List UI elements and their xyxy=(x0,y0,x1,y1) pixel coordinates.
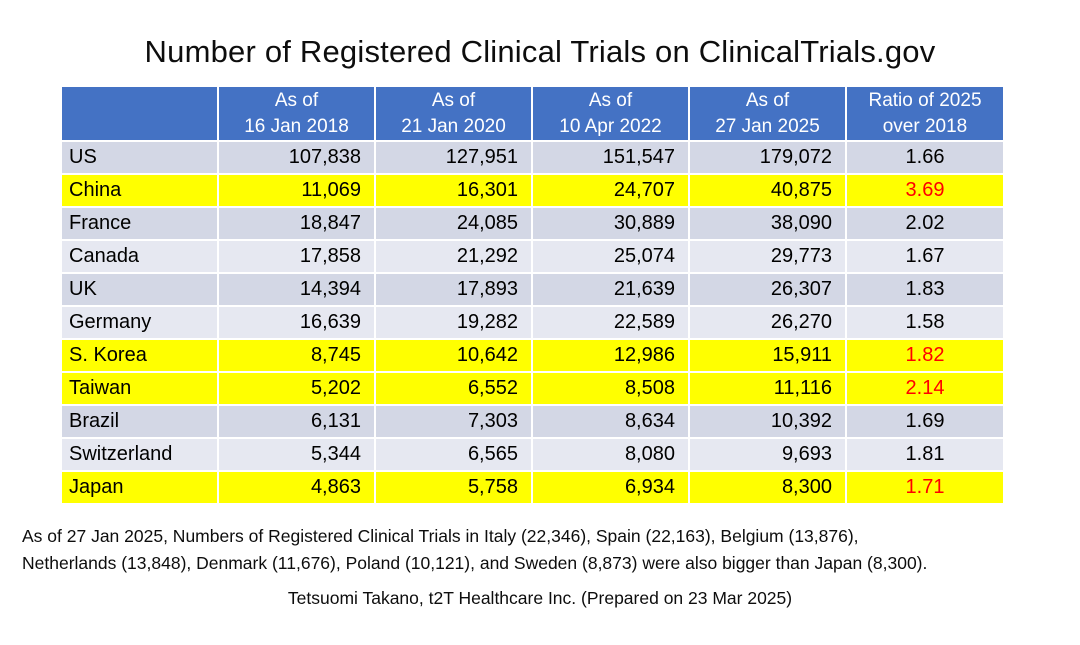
value-cell: 107,838 xyxy=(217,140,376,175)
country-cell: Canada xyxy=(60,239,219,274)
column-header-ratio: Ratio of 2025 over 2018 xyxy=(845,85,1005,142)
table-row: Brazil 6,131 7,303 8,634 10,392 1.69 xyxy=(60,404,1005,439)
page-title: Number of Registered Clinical Trials on … xyxy=(144,34,936,69)
credit-line: Tetsuomi Takano, t2T Healthcare Inc. (Pr… xyxy=(287,588,793,609)
corner-cell xyxy=(60,85,219,142)
country-cell: France xyxy=(60,206,219,241)
value-cell: 10,642 xyxy=(374,338,533,373)
value-cell: 30,889 xyxy=(531,206,690,241)
slide: Number of Registered Clinical Trials on … xyxy=(0,34,1080,645)
value-cell: 11,069 xyxy=(217,173,376,208)
column-header-2018: As of 16 Jan 2018 xyxy=(217,85,376,142)
ratio-cell: 1.71 xyxy=(845,470,1005,505)
footnote-line-2: Netherlands (13,848), Denmark (11,676), … xyxy=(22,553,928,574)
ratio-cell: 2.14 xyxy=(845,371,1005,406)
value-cell: 29,773 xyxy=(688,239,847,274)
value-cell: 5,202 xyxy=(217,371,376,406)
value-cell: 21,639 xyxy=(531,272,690,307)
country-cell: UK xyxy=(60,272,219,307)
ratio-cell: 2.02 xyxy=(845,206,1005,241)
value-cell: 179,072 xyxy=(688,140,847,175)
country-cell: Japan xyxy=(60,470,219,505)
country-cell: S. Korea xyxy=(60,338,219,373)
value-cell: 16,639 xyxy=(217,305,376,340)
table-row: China 11,069 16,301 24,707 40,875 3.69 xyxy=(60,173,1005,208)
column-header-2025: As of 27 Jan 2025 xyxy=(688,85,847,142)
table-row: Japan 4,863 5,758 6,934 8,300 1.71 xyxy=(60,470,1005,505)
country-cell: Brazil xyxy=(60,404,219,439)
value-cell: 22,589 xyxy=(531,305,690,340)
value-cell: 38,090 xyxy=(688,206,847,241)
value-cell: 151,547 xyxy=(531,140,690,175)
value-cell: 26,307 xyxy=(688,272,847,307)
value-cell: 10,392 xyxy=(688,404,847,439)
country-cell: Germany xyxy=(60,305,219,340)
value-cell: 12,986 xyxy=(531,338,690,373)
footnote: As of 27 Jan 2025, Numbers of Registered… xyxy=(22,523,1080,577)
value-cell: 7,303 xyxy=(374,404,533,439)
column-header-2020: As of 21 Jan 2020 xyxy=(374,85,533,142)
value-cell: 19,282 xyxy=(374,305,533,340)
table-row: France 18,847 24,085 30,889 38,090 2.02 xyxy=(60,206,1005,241)
value-cell: 26,270 xyxy=(688,305,847,340)
value-cell: 8,508 xyxy=(531,371,690,406)
column-header-2022: As of 10 Apr 2022 xyxy=(531,85,690,142)
value-cell: 8,300 xyxy=(688,470,847,505)
value-cell: 18,847 xyxy=(217,206,376,241)
ratio-cell: 1.82 xyxy=(845,338,1005,373)
value-cell: 5,758 xyxy=(374,470,533,505)
value-cell: 4,863 xyxy=(217,470,376,505)
country-cell: Switzerland xyxy=(60,437,219,472)
ratio-cell: 1.67 xyxy=(845,239,1005,274)
table-row: UK 14,394 17,893 21,639 26,307 1.83 xyxy=(60,272,1005,307)
value-cell: 6,934 xyxy=(531,470,690,505)
ratio-cell: 1.66 xyxy=(845,140,1005,175)
value-cell: 6,565 xyxy=(374,437,533,472)
table-row: Canada 17,858 21,292 25,074 29,773 1.67 xyxy=(60,239,1005,274)
value-cell: 25,074 xyxy=(531,239,690,274)
ratio-cell: 1.81 xyxy=(845,437,1005,472)
value-cell: 6,552 xyxy=(374,371,533,406)
table-row: S. Korea 8,745 10,642 12,986 15,911 1.82 xyxy=(60,338,1005,373)
value-cell: 6,131 xyxy=(217,404,376,439)
value-cell: 8,634 xyxy=(531,404,690,439)
ratio-cell: 1.69 xyxy=(845,404,1005,439)
value-cell: 8,080 xyxy=(531,437,690,472)
value-cell: 11,116 xyxy=(688,371,847,406)
table-body: US 107,838 127,951 151,547 179,072 1.66 China 1… xyxy=(60,140,1005,505)
table-row: Switzerland 5,344 6,565 8,080 9,693 1.81 xyxy=(60,437,1005,472)
ratio-cell: 3.69 xyxy=(845,173,1005,208)
value-cell: 24,085 xyxy=(374,206,533,241)
country-cell: China xyxy=(60,173,219,208)
value-cell: 17,858 xyxy=(217,239,376,274)
value-cell: 24,707 xyxy=(531,173,690,208)
country-cell: Taiwan xyxy=(60,371,219,406)
value-cell: 16,301 xyxy=(374,173,533,208)
table-row: Taiwan 5,202 6,552 8,508 11,116 2.14 xyxy=(60,371,1005,406)
value-cell: 40,875 xyxy=(688,173,847,208)
value-cell: 21,292 xyxy=(374,239,533,274)
ratio-cell: 1.83 xyxy=(845,272,1005,307)
value-cell: 8,745 xyxy=(217,338,376,373)
table-row: US 107,838 127,951 151,547 179,072 1.66 xyxy=(60,140,1005,175)
value-cell: 5,344 xyxy=(217,437,376,472)
country-cell: US xyxy=(60,140,219,175)
table-row: Germany 16,639 19,282 22,589 26,270 1.58 xyxy=(60,305,1005,340)
value-cell: 15,911 xyxy=(688,338,847,373)
clinical-trials-table: As of 16 Jan 2018 As of 21 Jan 2020 As o… xyxy=(60,85,1005,505)
footnote-line-1: As of 27 Jan 2025, Numbers of Registered… xyxy=(22,526,859,546)
table-header: As of 16 Jan 2018 As of 21 Jan 2020 As o… xyxy=(60,85,1005,142)
value-cell: 17,893 xyxy=(374,272,533,307)
ratio-cell: 1.58 xyxy=(845,305,1005,340)
value-cell: 14,394 xyxy=(217,272,376,307)
value-cell: 9,693 xyxy=(688,437,847,472)
header-row: As of 16 Jan 2018 As of 21 Jan 2020 As o… xyxy=(60,85,1005,142)
value-cell: 127,951 xyxy=(374,140,533,175)
